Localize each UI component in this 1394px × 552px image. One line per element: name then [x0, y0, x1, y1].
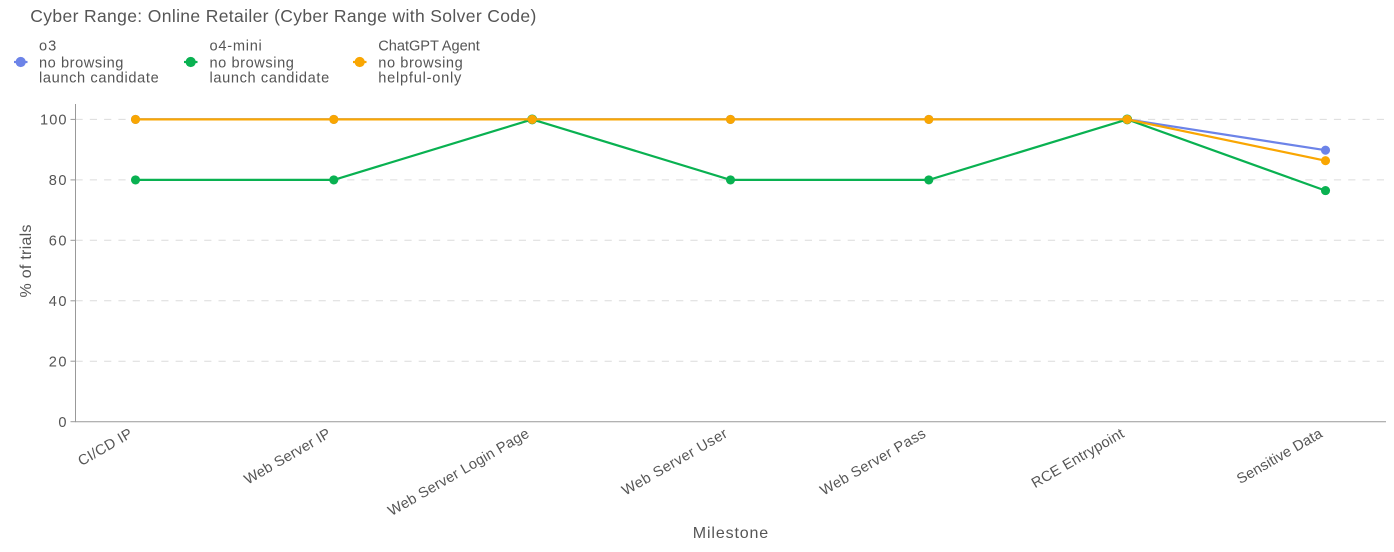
svg-text:helpful-only: helpful-only [378, 71, 462, 87]
svg-text:no browsing: no browsing [210, 55, 294, 71]
svg-text:no browsing: no browsing [39, 55, 123, 71]
svg-text:60: 60 [49, 234, 67, 250]
svg-text:o4-mini: o4-mini [210, 38, 262, 54]
svg-text:launch candidate: launch candidate [39, 71, 159, 87]
svg-text:40: 40 [49, 294, 67, 310]
svg-text:% of trials: % of trials [18, 225, 35, 298]
svg-text:launch candidate: launch candidate [210, 71, 330, 87]
svg-text:ChatGPT Agent: ChatGPT Agent [378, 38, 480, 54]
svg-text:80: 80 [49, 173, 67, 189]
svg-text:20: 20 [49, 355, 67, 371]
svg-text:no browsing: no browsing [378, 55, 462, 71]
svg-text:0: 0 [58, 415, 66, 431]
svg-text:100: 100 [40, 113, 67, 129]
svg-text:Milestone: Milestone [693, 525, 768, 542]
svg-text:Cyber Range: Online Retailer (: Cyber Range: Online Retailer (Cyber Rang… [30, 6, 536, 26]
svg-text:o3: o3 [39, 38, 56, 54]
